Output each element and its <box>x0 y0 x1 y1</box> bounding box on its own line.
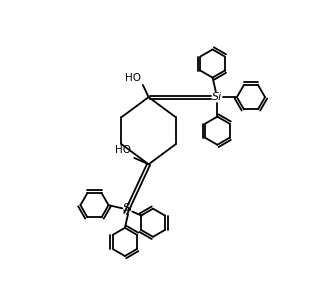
Text: Si: Si <box>123 203 133 213</box>
Text: Si: Si <box>212 92 222 102</box>
Text: HO: HO <box>125 73 141 83</box>
Text: HO: HO <box>115 145 131 155</box>
